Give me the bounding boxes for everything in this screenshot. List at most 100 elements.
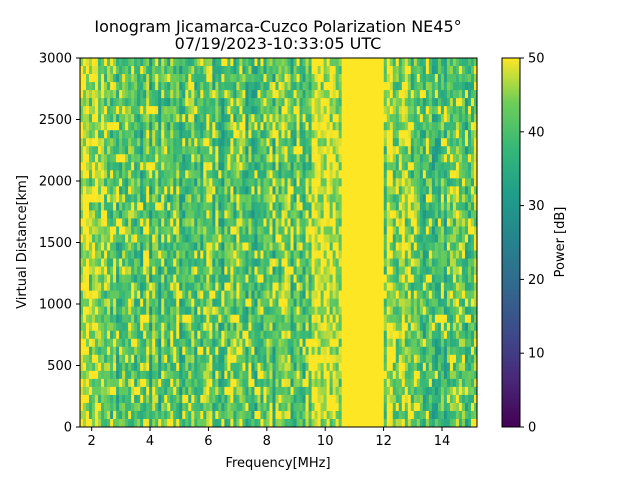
heatmap-cell <box>263 418 267 427</box>
heatmap-cell <box>170 138 174 147</box>
heatmap-cell <box>83 402 87 412</box>
heatmap-cell <box>287 218 291 227</box>
heatmap-cell <box>269 290 273 300</box>
heatmap-cell <box>278 418 282 427</box>
heatmap-cell <box>119 378 123 388</box>
heatmap-cell <box>131 210 135 219</box>
heatmap-cell <box>173 266 177 275</box>
heatmap-cell <box>230 370 234 380</box>
heatmap-cell <box>104 386 108 396</box>
heatmap-cell <box>89 186 93 195</box>
heatmap-cell <box>182 226 186 235</box>
heatmap-cell <box>380 258 385 267</box>
heatmap-cell <box>206 106 210 115</box>
heatmap-cell <box>197 114 201 123</box>
heatmap-cell <box>323 394 328 404</box>
heatmap-cell <box>389 154 394 163</box>
heatmap-cell <box>113 250 117 259</box>
heatmap-cell <box>395 146 400 155</box>
heatmap-cell <box>350 338 355 348</box>
heatmap-cell <box>107 234 111 243</box>
heatmap-cell <box>101 162 105 171</box>
heatmap-cell <box>173 330 177 340</box>
heatmap-cell <box>164 418 168 427</box>
heatmap-cell <box>353 274 358 284</box>
heatmap-cell <box>317 82 322 91</box>
heatmap-cell <box>113 418 117 427</box>
heatmap-cell <box>98 90 102 99</box>
heatmap-cell <box>164 210 168 219</box>
heatmap-cell <box>101 202 105 211</box>
heatmap-cell <box>98 98 102 107</box>
heatmap-cell <box>248 250 252 259</box>
heatmap-cell <box>347 186 352 195</box>
heatmap-cell <box>269 178 273 187</box>
heatmap-cell <box>101 146 105 155</box>
heatmap-cell <box>290 130 294 139</box>
heatmap-cell <box>266 82 270 91</box>
heatmap-cell <box>299 90 303 99</box>
heatmap-cell <box>284 194 288 203</box>
heatmap-cell <box>281 234 285 243</box>
heatmap-cell <box>251 162 255 171</box>
heatmap-cell <box>230 234 234 243</box>
heatmap-cell <box>335 354 340 364</box>
heatmap-cell <box>356 418 361 427</box>
heatmap-cell <box>320 194 325 203</box>
heatmap-cell <box>380 90 385 99</box>
heatmap-cell <box>233 74 237 83</box>
heatmap-cell <box>203 418 207 427</box>
heatmap-cell <box>401 378 406 388</box>
heatmap-cell <box>245 362 249 372</box>
heatmap-cell <box>215 290 219 300</box>
heatmap-cell <box>398 306 403 316</box>
heatmap-cell <box>266 218 270 227</box>
heatmap-cell <box>338 418 343 427</box>
heatmap-cell <box>113 354 117 364</box>
heatmap-cell <box>326 378 331 388</box>
heatmap-cell <box>152 122 156 131</box>
heatmap-cell <box>209 346 213 356</box>
heatmap-cell <box>104 298 108 308</box>
heatmap-cell <box>401 250 406 259</box>
heatmap-cell <box>263 346 267 356</box>
heatmap-cell <box>344 290 349 300</box>
heatmap-cell <box>380 106 385 115</box>
heatmap-cell <box>383 154 388 163</box>
heatmap-cell <box>380 362 385 372</box>
heatmap-cell <box>245 274 249 284</box>
heatmap-cell <box>353 242 358 251</box>
heatmap-cell <box>161 274 165 284</box>
heatmap-cell <box>134 106 138 115</box>
heatmap-cell <box>332 106 337 115</box>
heatmap-cell <box>143 154 147 163</box>
heatmap-cell <box>368 354 373 364</box>
heatmap-cell <box>170 66 174 75</box>
heatmap-cell <box>311 194 315 203</box>
heatmap-cell <box>284 250 288 259</box>
heatmap-cell <box>353 82 358 91</box>
heatmap-cell <box>272 66 276 75</box>
heatmap-cell <box>218 106 222 115</box>
heatmap-cell <box>224 394 228 404</box>
heatmap-cell <box>272 170 276 179</box>
heatmap-cell <box>236 314 240 324</box>
heatmap-cell <box>347 178 352 187</box>
heatmap-cell <box>338 306 343 316</box>
heatmap-cell <box>323 66 328 75</box>
heatmap-cell <box>287 90 291 99</box>
heatmap-cell <box>314 330 318 340</box>
heatmap-cell <box>251 394 255 404</box>
heatmap-cell <box>86 354 90 364</box>
heatmap-cell <box>89 370 93 380</box>
heatmap-cell <box>314 274 318 284</box>
heatmap-cell <box>158 402 162 412</box>
heatmap-cell <box>95 354 99 364</box>
heatmap-cell <box>164 82 168 91</box>
heatmap-cell <box>344 306 349 316</box>
heatmap-cell <box>173 250 177 259</box>
heatmap-cell <box>125 170 129 179</box>
heatmap-cell <box>140 362 144 372</box>
heatmap-cell <box>302 154 306 163</box>
heatmap-cell <box>314 122 318 131</box>
